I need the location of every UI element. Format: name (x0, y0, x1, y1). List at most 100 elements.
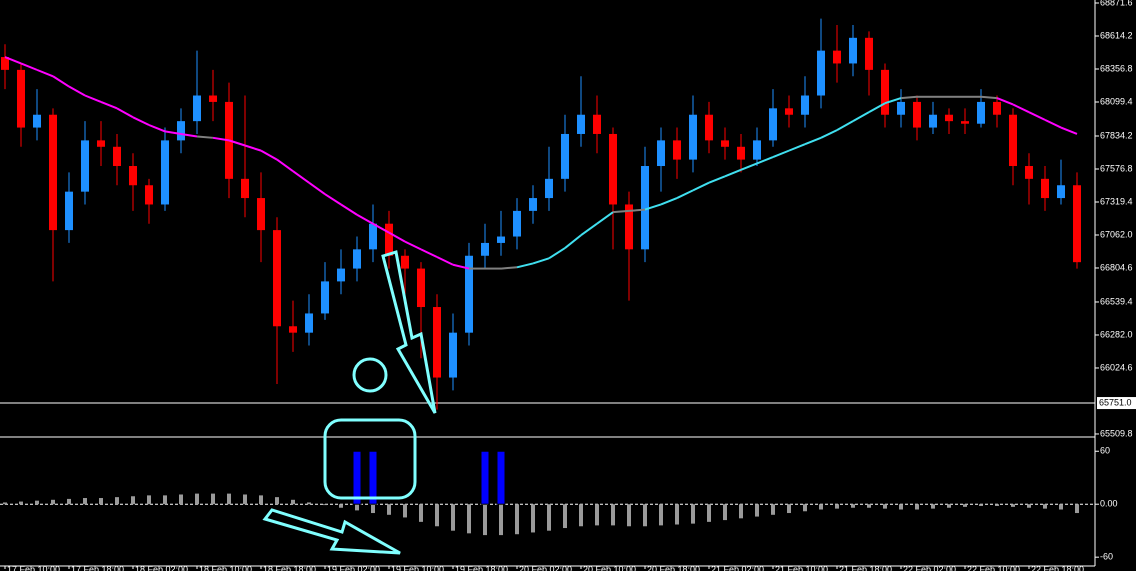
candle-body (977, 101, 985, 124)
moving-average (692, 181, 710, 192)
histogram-bar (851, 504, 855, 508)
moving-average (36, 68, 54, 78)
candle-body (337, 268, 345, 282)
candle-body (881, 69, 889, 115)
histogram-bar (947, 504, 951, 508)
candle-body (1025, 166, 1033, 179)
candle-body (49, 114, 57, 231)
histogram-bar (483, 504, 487, 536)
x-tick-label: 17 Feb 10:00 (7, 564, 60, 571)
candle-body (209, 95, 217, 102)
candle-body (673, 140, 681, 160)
annotation-box (323, 418, 417, 500)
candle-body (81, 140, 89, 192)
moving-average (436, 256, 454, 266)
x-tick-label: 17 Feb 18:00 (71, 564, 124, 571)
candle-body (1009, 114, 1017, 167)
histogram-bar (675, 504, 679, 525)
candle-body (577, 114, 585, 134)
histogram-bar (499, 504, 503, 536)
moving-average (116, 107, 134, 119)
annotation-arrow (381, 250, 437, 414)
candle-body (353, 249, 361, 269)
moving-average (212, 136, 230, 142)
moving-average (820, 129, 838, 139)
histogram-bar (195, 493, 199, 505)
histogram-bar (963, 504, 967, 507)
moving-average (996, 97, 1014, 106)
histogram-bar (291, 499, 295, 505)
signal-bar (496, 450, 506, 505)
moving-average (740, 162, 758, 171)
candle-body (465, 255, 473, 333)
histogram-bar (259, 495, 263, 505)
histogram-bar (595, 504, 599, 526)
candle-body (369, 223, 377, 250)
x-tick-label: 18 Feb 10:00 (199, 564, 252, 571)
y-tick-label: 68614.2 (1100, 30, 1133, 40)
moving-average (1044, 118, 1062, 129)
x-tick-label: 21 Feb 18:00 (839, 564, 892, 571)
histogram-bar (803, 504, 807, 512)
histogram-bar (659, 504, 663, 526)
histogram-bar (691, 504, 695, 524)
candle-body (593, 114, 601, 134)
histogram-bar (67, 498, 71, 505)
histogram-bar (227, 493, 231, 505)
histogram-bar (979, 504, 983, 506)
x-tick-label: 21 Feb 02:00 (711, 564, 764, 571)
histogram-bar (755, 504, 759, 517)
candle-body (321, 281, 329, 314)
price-label: 65751.0 (1099, 397, 1132, 407)
candle-body (545, 178, 553, 199)
moving-average (196, 135, 214, 139)
histogram-bar (355, 504, 359, 511)
histogram-bar (579, 504, 583, 527)
y-tick-label: 67319.4 (1100, 196, 1133, 206)
moving-average (612, 209, 630, 214)
y-tick-label: 66282.0 (1100, 329, 1133, 339)
histogram-bar (419, 504, 423, 522)
histogram-bar (867, 504, 871, 508)
x-tick-label: 18 Feb 18:00 (263, 564, 316, 571)
histogram-bar (339, 504, 343, 508)
histogram-bar (307, 502, 311, 505)
moving-average (276, 158, 294, 172)
histogram-bar (1075, 504, 1079, 514)
histogram-bar (131, 496, 135, 505)
moving-average (644, 203, 662, 211)
moving-average (868, 102, 886, 114)
moving-average (20, 62, 38, 71)
candle-body (129, 166, 137, 186)
moving-average (852, 111, 870, 123)
candle-body (257, 198, 265, 231)
moving-average (340, 203, 358, 216)
histogram-bar (35, 500, 39, 505)
moving-average (148, 124, 166, 133)
candle-body (993, 101, 1001, 115)
x-tick-label: 20 Feb 18:00 (647, 564, 700, 571)
moving-average (532, 257, 550, 265)
moving-average (564, 234, 582, 249)
x-tick-label: 21 Feb 10:00 (775, 564, 828, 571)
candle-body (657, 140, 665, 167)
histogram-bar (1059, 504, 1063, 510)
candle-body (433, 307, 441, 378)
histogram-bar (643, 504, 647, 527)
moving-average (84, 94, 102, 103)
y-tick-label: -60 (1100, 552, 1113, 562)
candle-body (1073, 185, 1081, 263)
candle-body (417, 268, 425, 308)
moving-average (324, 193, 342, 206)
candle-body (961, 121, 969, 124)
histogram-bar (451, 504, 455, 531)
histogram-bar (83, 498, 87, 505)
candle-body (1057, 185, 1065, 199)
moving-average (452, 263, 470, 270)
y-tick-label: 66804.6 (1100, 262, 1133, 272)
moving-average (516, 262, 534, 269)
candle-body (865, 37, 873, 70)
candle-body (513, 210, 521, 237)
candle-body (625, 204, 633, 250)
